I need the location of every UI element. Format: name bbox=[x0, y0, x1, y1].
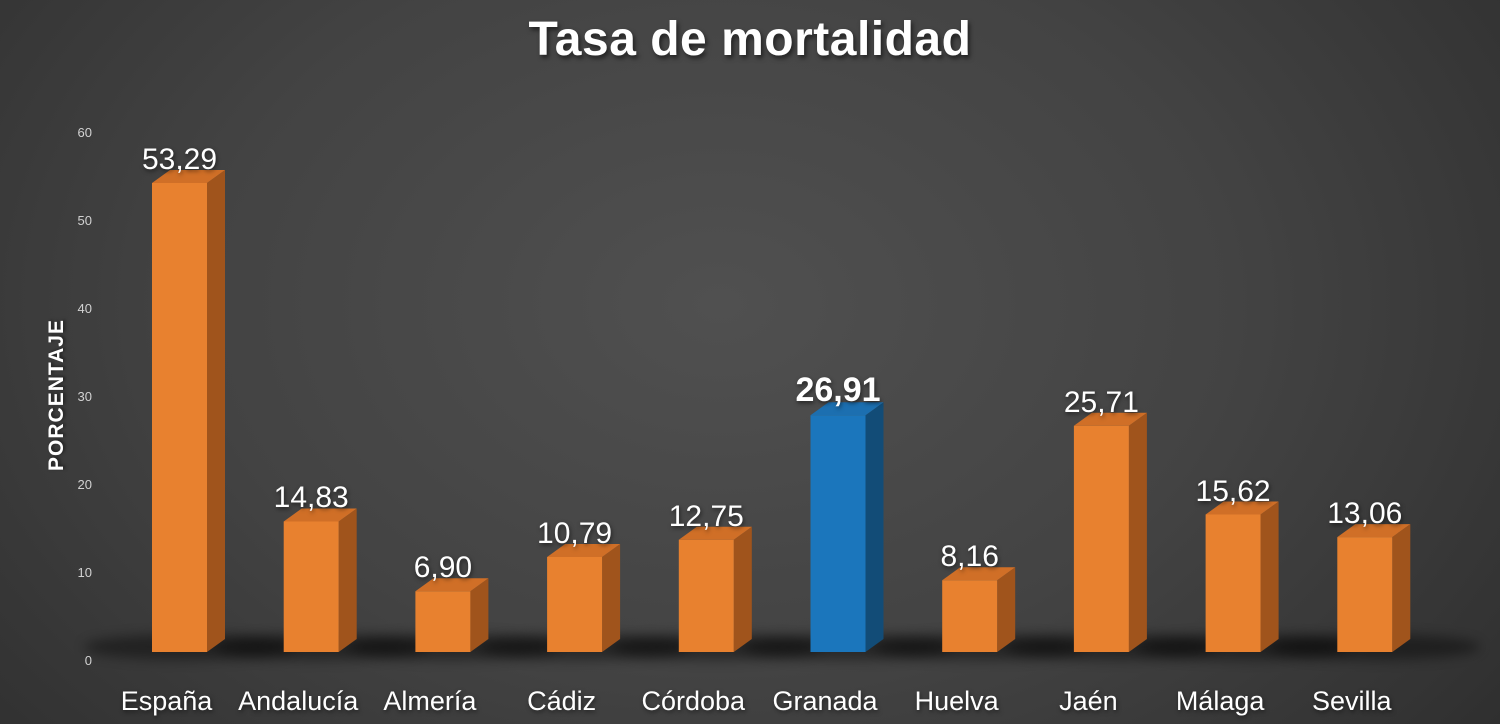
bar-malaga bbox=[1205, 501, 1279, 652]
y-tick-label: 0 bbox=[84, 653, 92, 668]
category-label-cordoba: Córdoba bbox=[641, 686, 746, 716]
bar-almeria bbox=[415, 578, 489, 652]
value-label-huelva: 8,16 bbox=[940, 540, 999, 574]
y-tick-label: 30 bbox=[77, 389, 92, 404]
category-label-cadiz: Cádiz bbox=[527, 686, 597, 716]
value-label-cadiz: 10,79 bbox=[537, 517, 613, 551]
category-label-espana: España bbox=[120, 686, 213, 716]
bar-side-face bbox=[338, 508, 357, 652]
category-label-sevilla: Sevilla bbox=[1312, 686, 1392, 716]
bar-front-face bbox=[547, 557, 603, 652]
bar-side-face bbox=[865, 402, 884, 652]
bar-side-face bbox=[733, 526, 752, 652]
bar-top-face bbox=[1337, 524, 1411, 538]
bar-front-face bbox=[1205, 514, 1261, 652]
value-label-malaga: 15,62 bbox=[1195, 474, 1271, 508]
bar-side-face bbox=[1392, 524, 1411, 652]
bar-front-face bbox=[678, 539, 734, 652]
value-label-sevilla: 13,06 bbox=[1327, 497, 1403, 531]
y-tick-label: 20 bbox=[77, 477, 92, 492]
category-label-malaga: Málaga bbox=[1175, 686, 1265, 716]
y-tick-label: 50 bbox=[77, 213, 92, 228]
bar-side-face bbox=[1260, 501, 1279, 652]
bar-top-face bbox=[810, 402, 884, 416]
bar-top-face bbox=[942, 567, 1016, 581]
bar-top-face bbox=[678, 526, 752, 540]
bar-side-face bbox=[207, 170, 225, 652]
bar-side-face bbox=[1128, 412, 1147, 652]
bar-top-face bbox=[547, 544, 621, 558]
y-tick-label: 60 bbox=[77, 125, 92, 140]
bar-andalucia bbox=[283, 508, 357, 652]
bar-espana bbox=[152, 170, 225, 652]
value-label-andalucia: 14,83 bbox=[273, 481, 349, 515]
value-label-espana: 53,29 bbox=[141, 143, 218, 177]
bar-side-face bbox=[997, 567, 1016, 652]
y-tick-label: 10 bbox=[77, 565, 92, 580]
category-label-almeria: Almería bbox=[383, 686, 477, 716]
bar-top-face bbox=[1073, 412, 1147, 426]
bar-front-face bbox=[942, 580, 998, 652]
category-label-andalucia: Andalucía bbox=[238, 686, 359, 716]
bar-cordoba bbox=[678, 526, 752, 652]
bar-top-face bbox=[415, 578, 489, 592]
value-label-granada: 26,91 bbox=[795, 371, 881, 410]
bar-front-face bbox=[415, 591, 471, 652]
value-label-cordoba: 12,75 bbox=[668, 499, 744, 533]
y-tick-label: 40 bbox=[77, 301, 92, 316]
category-label-huelva: Huelva bbox=[914, 686, 999, 716]
bar-top-face bbox=[152, 170, 225, 184]
bar-sevilla bbox=[1337, 524, 1411, 652]
bar-front-face bbox=[1337, 537, 1393, 652]
bar-front-face bbox=[1073, 425, 1129, 652]
bars bbox=[152, 170, 1411, 652]
chart-title: Tasa de mortalidad bbox=[528, 13, 972, 66]
bar-front-face bbox=[810, 415, 866, 652]
bar-granada bbox=[810, 402, 884, 652]
bar-top-face bbox=[1205, 501, 1279, 515]
category-label-granada: Granada bbox=[772, 686, 878, 716]
bar-jaen bbox=[1073, 412, 1147, 652]
value-label-jaen: 25,71 bbox=[1063, 385, 1139, 419]
value-label-almeria: 6,90 bbox=[413, 551, 473, 585]
category-label-jaen: Jaén bbox=[1059, 686, 1118, 716]
bar-side-face bbox=[470, 578, 489, 652]
bar-huelva bbox=[942, 567, 1016, 652]
bar-front-face bbox=[283, 521, 339, 652]
bar-cadiz bbox=[547, 544, 621, 652]
bar-side-face bbox=[602, 544, 621, 652]
bar-top-face bbox=[283, 508, 357, 522]
bar-front-face bbox=[152, 183, 207, 652]
